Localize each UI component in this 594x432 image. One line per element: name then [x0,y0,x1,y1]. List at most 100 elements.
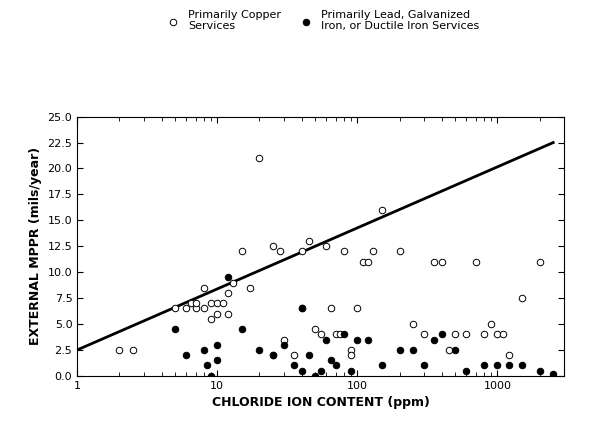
Primarily Lead, Galvanized
Iron, or Ductile Iron Services [170,326,180,333]
Primarily Copper
Services [471,258,481,265]
Primarily Copper
Services [353,305,362,312]
Primarily Copper
Services [327,305,336,312]
Primarily Lead, Galvanized
Iron, or Ductile Iron Services [321,336,331,343]
Primarily Copper
Services [408,321,418,327]
Primarily Copper
Services [429,258,438,265]
Primarily Copper
Services [311,326,320,333]
Legend: Primarily Copper
Services, Primarily Lead, Galvanized
Iron, or Ductile Iron Serv: Primarily Copper Services, Primarily Lea… [162,10,480,32]
Primarily Copper
Services [297,305,307,312]
Primarily Lead, Galvanized
Iron, or Ductile Iron Services [517,362,527,369]
Primarily Copper
Services [268,243,278,250]
Primarily Copper
Services [182,305,191,312]
Primarily Copper
Services [245,284,254,291]
Primarily Lead, Galvanized
Iron, or Ductile Iron Services [206,372,216,379]
Primarily Copper
Services [419,331,429,338]
Primarily Copper
Services [199,305,208,312]
Primarily Copper
Services [224,289,233,296]
Primarily Lead, Galvanized
Iron, or Ductile Iron Services [346,367,356,374]
Primarily Lead, Galvanized
Iron, or Ductile Iron Services [548,370,558,377]
Y-axis label: EXTERNAL MPPR (mils/year): EXTERNAL MPPR (mils/year) [29,147,42,345]
Primarily Copper
Services [492,331,502,338]
Primarily Copper
Services [498,331,508,338]
Primarily Copper
Services [206,315,216,322]
Primarily Lead, Galvanized
Iron, or Ductile Iron Services [504,362,513,369]
Primarily Copper
Services [191,305,200,312]
Primarily Copper
Services [279,336,289,343]
Primarily Lead, Galvanized
Iron, or Ductile Iron Services [289,362,298,369]
Primarily Lead, Galvanized
Iron, or Ductile Iron Services [237,326,247,333]
Primarily Lead, Galvanized
Iron, or Ductile Iron Services [224,274,233,281]
Primarily Copper
Services [219,300,228,307]
Primarily Copper
Services [479,331,489,338]
Primarily Copper
Services [191,300,200,307]
Primarily Copper
Services [170,305,180,312]
Primarily Copper
Services [304,238,314,245]
Primarily Copper
Services [346,352,356,359]
X-axis label: CHLORIDE ION CONTENT (ppm): CHLORIDE ION CONTENT (ppm) [212,396,429,409]
Primarily Lead, Galvanized
Iron, or Ductile Iron Services [279,341,289,348]
Primarily Lead, Galvanized
Iron, or Ductile Iron Services [199,346,208,353]
Primarily Copper
Services [199,284,208,291]
Primarily Copper
Services [206,300,216,307]
Primarily Copper
Services [275,248,285,255]
Primarily Copper
Services [444,346,454,353]
Primarily Copper
Services [128,346,138,353]
Primarily Lead, Galvanized
Iron, or Ductile Iron Services [492,362,502,369]
Primarily Lead, Galvanized
Iron, or Ductile Iron Services [535,367,544,374]
Primarily Copper
Services [213,310,222,317]
Primarily Copper
Services [437,258,447,265]
Primarily Copper
Services [297,248,307,255]
Primarily Lead, Galvanized
Iron, or Ductile Iron Services [353,336,362,343]
Primarily Copper
Services [364,258,373,265]
Primarily Lead, Galvanized
Iron, or Ductile Iron Services [203,362,212,369]
Primarily Copper
Services [187,300,196,307]
Primarily Lead, Galvanized
Iron, or Ductile Iron Services [462,367,471,374]
Primarily Lead, Galvanized
Iron, or Ductile Iron Services [327,357,336,364]
Primarily Lead, Galvanized
Iron, or Ductile Iron Services [182,352,191,359]
Primarily Lead, Galvanized
Iron, or Ductile Iron Services [255,346,264,353]
Primarily Copper
Services [213,300,222,307]
Primarily Lead, Galvanized
Iron, or Ductile Iron Services [377,362,387,369]
Primarily Lead, Galvanized
Iron, or Ductile Iron Services [304,352,314,359]
Primarily Lead, Galvanized
Iron, or Ductile Iron Services [213,341,222,348]
Primarily Lead, Galvanized
Iron, or Ductile Iron Services [408,346,418,353]
Primarily Copper
Services [321,243,331,250]
Primarily Lead, Galvanized
Iron, or Ductile Iron Services [429,336,438,343]
Primarily Lead, Galvanized
Iron, or Ductile Iron Services [297,305,307,312]
Primarily Copper
Services [450,331,460,338]
Primarily Copper
Services [268,352,278,359]
Primarily Copper
Services [486,321,496,327]
Primarily Copper
Services [224,310,233,317]
Primarily Copper
Services [369,248,378,255]
Primarily Lead, Galvanized
Iron, or Ductile Iron Services [364,336,373,343]
Primarily Lead, Galvanized
Iron, or Ductile Iron Services [339,331,349,338]
Primarily Copper
Services [255,155,264,162]
Primarily Copper
Services [346,346,356,353]
Primarily Copper
Services [316,331,326,338]
Primarily Lead, Galvanized
Iron, or Ductile Iron Services [331,362,340,369]
Primarily Lead, Galvanized
Iron, or Ductile Iron Services [479,362,489,369]
Primarily Copper
Services [289,352,298,359]
Primarily Copper
Services [358,258,368,265]
Primarily Lead, Galvanized
Iron, or Ductile Iron Services [268,352,278,359]
Primarily Lead, Galvanized
Iron, or Ductile Iron Services [316,367,326,374]
Primarily Copper
Services [237,248,247,255]
Primarily Lead, Galvanized
Iron, or Ductile Iron Services [213,357,222,364]
Primarily Lead, Galvanized
Iron, or Ductile Iron Services [297,367,307,374]
Primarily Lead, Galvanized
Iron, or Ductile Iron Services [450,346,460,353]
Primarily Lead, Galvanized
Iron, or Ductile Iron Services [311,372,320,379]
Primarily Copper
Services [377,206,387,213]
Primarily Copper
Services [331,331,340,338]
Primarily Lead, Galvanized
Iron, or Ductile Iron Services [437,331,447,338]
Primarily Copper
Services [535,258,544,265]
Primarily Copper
Services [517,295,527,302]
Primarily Copper
Services [395,248,405,255]
Primarily Lead, Galvanized
Iron, or Ductile Iron Services [395,346,405,353]
Primarily Lead, Galvanized
Iron, or Ductile Iron Services [419,362,429,369]
Primarily Copper
Services [504,352,513,359]
Primarily Copper
Services [335,331,345,338]
Primarily Copper
Services [229,279,238,286]
Primarily Copper
Services [339,248,349,255]
Primarily Copper
Services [115,346,124,353]
Primarily Copper
Services [462,331,471,338]
